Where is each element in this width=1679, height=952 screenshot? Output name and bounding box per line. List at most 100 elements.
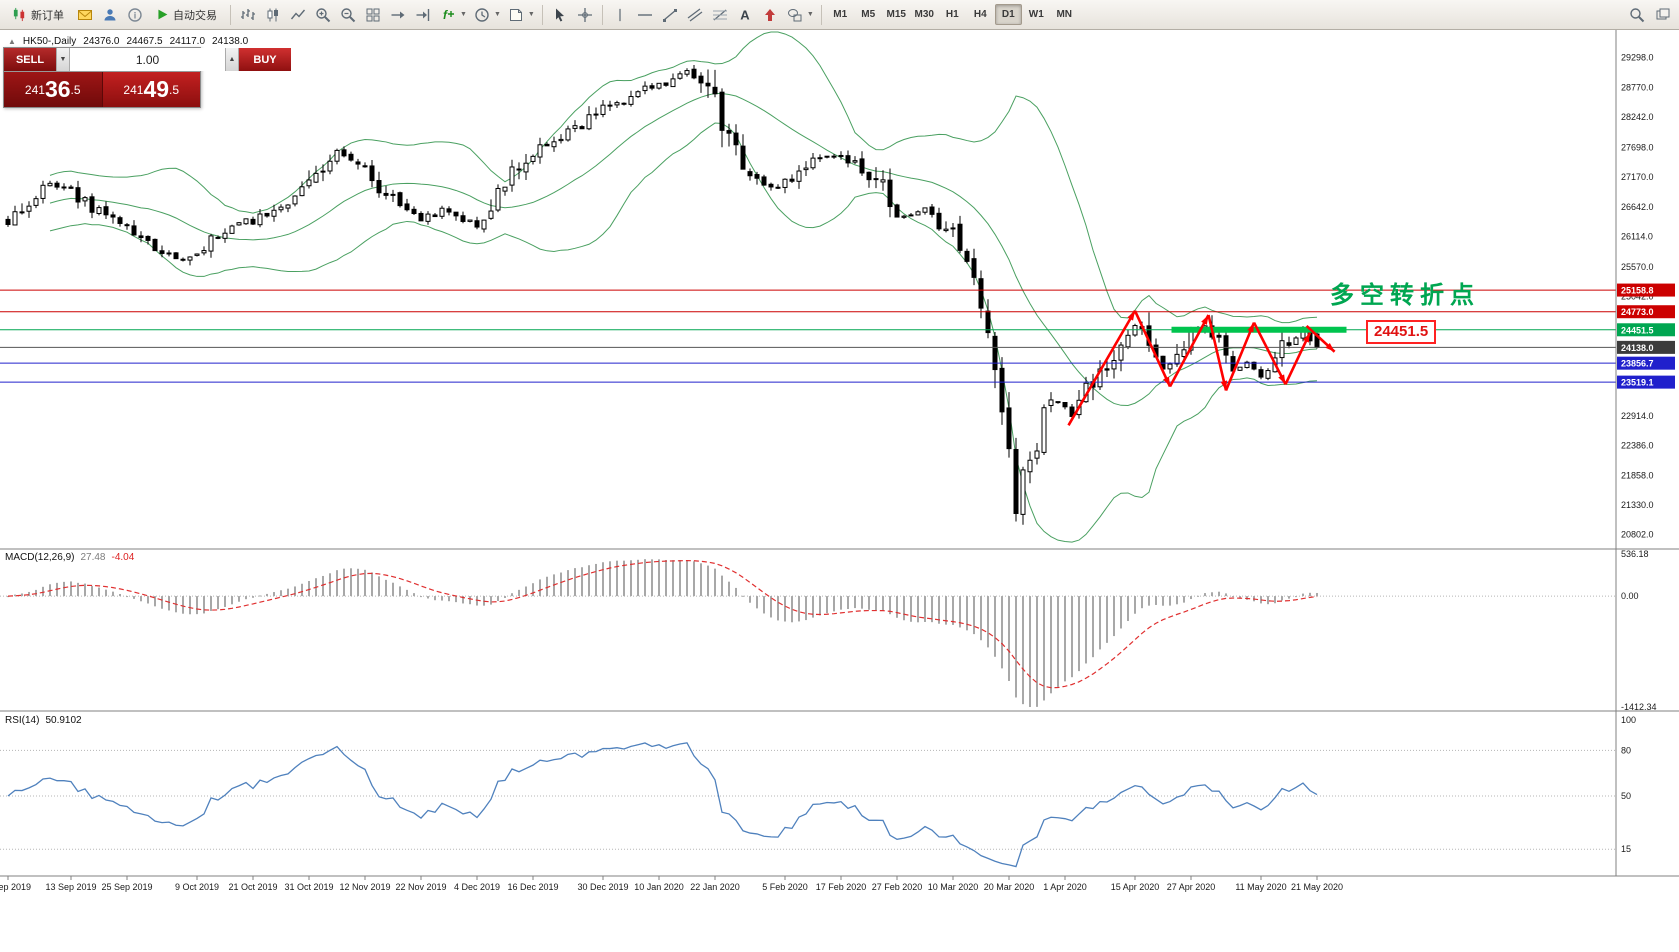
fibonacci-button[interactable] xyxy=(708,3,732,27)
timeframe-d1-button[interactable]: D1 xyxy=(994,4,1022,25)
volume-decrease-button[interactable]: ▼ xyxy=(56,48,70,71)
buy-price-button[interactable]: 241 49.5 xyxy=(102,72,200,107)
indicators-button[interactable]: f xyxy=(436,3,460,27)
buy-button[interactable]: BUY xyxy=(239,48,291,71)
indicators-icon: f xyxy=(443,8,454,22)
svg-text:31 Oct 2019: 31 Oct 2019 xyxy=(284,882,333,892)
community-button[interactable] xyxy=(98,3,122,27)
timeframe-m5-button[interactable]: M5 xyxy=(855,4,882,25)
news-button[interactable]: i xyxy=(123,3,147,27)
svg-text:30 Dec 2019: 30 Dec 2019 xyxy=(577,882,628,892)
auto-trading-button[interactable]: 自动交易 xyxy=(148,3,225,27)
svg-text:i: i xyxy=(134,10,137,20)
panels-button[interactable] xyxy=(1651,3,1675,27)
chart-canvas[interactable]: 29298.0 28770.0 28242.0 27698.0 27170.0 26642… xyxy=(0,30,1679,952)
line-chart-button[interactable] xyxy=(286,3,310,27)
svg-text:25158.8: 25158.8 xyxy=(1621,286,1654,296)
chart-shift-button[interactable] xyxy=(411,3,435,27)
zigzag-annotation[interactable] xyxy=(1067,310,1336,426)
templates-dropdown-caret[interactable]: ▼ xyxy=(527,11,535,18)
mailbox-button[interactable] xyxy=(73,3,97,27)
bollinger-bands xyxy=(49,31,1318,543)
svg-text:17 Feb 2020: 17 Feb 2020 xyxy=(816,882,867,892)
sell-price-button[interactable]: 241 36.5 xyxy=(4,72,103,107)
channel-icon xyxy=(687,7,703,22)
text-tool-button[interactable]: A xyxy=(733,3,757,27)
sell-price-fraction: .5 xyxy=(70,82,81,97)
shapes-dropdown-caret[interactable]: ▼ xyxy=(806,11,814,18)
chart-menu-icon: ▲ xyxy=(8,37,16,46)
shapes-button[interactable] xyxy=(783,3,807,27)
cursor-button[interactable] xyxy=(548,3,572,27)
svg-text:26642.0: 26642.0 xyxy=(1621,202,1654,212)
volume-increase-button[interactable]: ▲ xyxy=(225,48,239,71)
shapes-icon xyxy=(787,8,802,21)
periods-dropdown-caret[interactable]: ▼ xyxy=(493,11,501,18)
volume-input[interactable] xyxy=(70,48,225,71)
info-icon: i xyxy=(128,7,142,22)
svg-text:27698.0: 27698.0 xyxy=(1621,143,1654,153)
price-tag-annotation[interactable]: 24451.5 xyxy=(1366,320,1437,344)
price-badge xyxy=(1617,375,1675,389)
pivot-annotation-text[interactable]: 多空转折点 xyxy=(1330,282,1480,309)
zoom-out-button[interactable] xyxy=(336,3,360,27)
arrows-tool-button[interactable] xyxy=(758,3,782,27)
search-button[interactable] xyxy=(1625,3,1649,27)
crosshair-button[interactable] xyxy=(573,3,597,27)
zoom-in-button[interactable] xyxy=(311,3,335,27)
vertical-line-button[interactable] xyxy=(608,3,632,27)
svg-text:100: 100 xyxy=(1621,715,1636,725)
horizontal-levels xyxy=(0,289,1616,383)
date-axis[interactable]: 2 Sep 2019 13 Sep 2019 25 Sep 2019 9 Oct 20… xyxy=(0,876,1343,892)
vline-icon xyxy=(619,8,621,21)
new-order-label: 新订单 xyxy=(31,9,64,22)
timeframe-m1-button[interactable]: M1 xyxy=(827,4,854,25)
svg-text:10 Jan 2020: 10 Jan 2020 xyxy=(634,882,684,892)
svg-text:13 Sep 2019: 13 Sep 2019 xyxy=(45,882,96,892)
svg-text:20 Mar 2020: 20 Mar 2020 xyxy=(984,882,1035,892)
candle-chart-button[interactable] xyxy=(261,3,285,27)
svg-text:10 Mar 2020: 10 Mar 2020 xyxy=(928,882,979,892)
svg-text:22914.0: 22914.0 xyxy=(1621,411,1654,421)
new-order-button[interactable]: 新订单 xyxy=(4,3,72,27)
svg-text:15: 15 xyxy=(1621,844,1631,854)
chart-ohlc-header: ▲ HK50-,Daily 24376.0 24467.5 24117.0 24… xyxy=(8,36,248,47)
periods-button[interactable] xyxy=(470,3,494,27)
rsi-label: RSI(14) xyxy=(5,715,40,726)
timeframe-w1-button[interactable]: W1 xyxy=(1023,4,1050,25)
timeframe-h1-button[interactable]: H1 xyxy=(939,4,966,25)
svg-text:16 Dec 2019: 16 Dec 2019 xyxy=(507,882,558,892)
panel-borders xyxy=(0,30,1679,877)
price-axis[interactable]: 29298.0 28770.0 28242.0 27698.0 27170.0 26642… xyxy=(1617,53,1675,855)
svg-text:21330.0: 21330.0 xyxy=(1621,500,1654,510)
svg-text:24451.5: 24451.5 xyxy=(1621,325,1654,335)
svg-text:23856.7: 23856.7 xyxy=(1621,359,1654,369)
timeframe-h4-button[interactable]: H4 xyxy=(967,4,994,25)
svg-text:21 Oct 2019: 21 Oct 2019 xyxy=(228,882,277,892)
svg-text:23519.1: 23519.1 xyxy=(1621,378,1654,388)
bar-chart-button[interactable] xyxy=(236,3,260,27)
horizontal-line-button[interactable] xyxy=(633,3,657,27)
play-icon xyxy=(158,9,168,20)
trendline-button[interactable] xyxy=(658,3,682,27)
templates-button[interactable] xyxy=(504,3,528,27)
channel-button[interactable] xyxy=(683,3,707,27)
buy-price-prefix: 241 xyxy=(123,82,144,97)
auto-scroll-button[interactable] xyxy=(386,3,410,27)
svg-text:0.00: 0.00 xyxy=(1621,591,1639,601)
rsi-indicator xyxy=(0,742,1616,868)
svg-text:28770.0: 28770.0 xyxy=(1621,82,1654,92)
indicators-dropdown-caret[interactable]: ▼ xyxy=(460,11,467,18)
svg-text:22 Jan 2020: 22 Jan 2020 xyxy=(690,882,740,892)
timeframe-m15-button[interactable]: M15 xyxy=(883,4,910,25)
sell-button[interactable]: SELL xyxy=(4,48,56,71)
macd-signal-line xyxy=(7,560,1318,689)
timeframe-m30-button[interactable]: M30 xyxy=(911,4,938,25)
price-badge xyxy=(1617,305,1675,319)
timeframe-mn-button[interactable]: MN xyxy=(1051,4,1078,25)
macd-indicator xyxy=(0,559,1616,707)
svg-text:-1412.34: -1412.34 xyxy=(1621,702,1657,712)
svg-text:A: A xyxy=(740,7,750,22)
svg-text:27170.0: 27170.0 xyxy=(1621,172,1654,182)
tile-windows-button[interactable] xyxy=(361,3,385,27)
